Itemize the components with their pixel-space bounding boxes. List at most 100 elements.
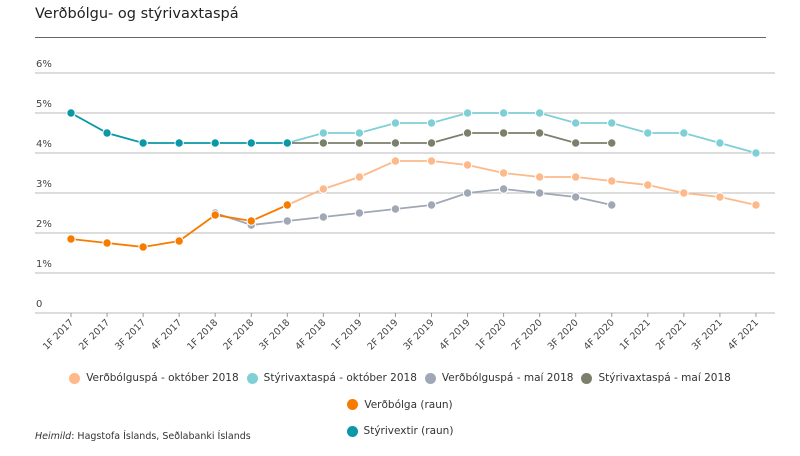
legend-item[interactable]: Stýrivaxtaspá - maí 2018	[581, 366, 731, 390]
line-chart: 01%2%3%4%5%6%1F 2017 2F 2017 3F 2017 4F 201…	[35, 59, 775, 352]
data-point	[390, 118, 401, 128]
data-point	[498, 128, 509, 138]
data-point	[498, 184, 509, 194]
data-point	[102, 128, 112, 138]
series-line-0	[286, 160, 757, 206]
y-tick-label: 6%	[36, 59, 52, 70]
series-line-2	[214, 188, 612, 226]
series-line-3	[287, 132, 612, 144]
legend-label: Stýrivextir (raun)	[363, 425, 454, 437]
data-point	[498, 108, 509, 118]
data-point	[318, 128, 329, 138]
data-point	[607, 118, 617, 128]
x-tick-label: 4F 2017	[149, 317, 184, 352]
source-text: : Hagstofa Íslands, Seðlabanki Íslands	[71, 431, 251, 442]
data-point	[102, 238, 112, 248]
y-tick-label: 3%	[36, 179, 52, 190]
y-tick-label: 2%	[36, 219, 52, 230]
data-point	[643, 128, 653, 138]
x-tick-label: 4F 2019	[438, 317, 473, 352]
data-point	[210, 138, 220, 148]
data-point	[174, 138, 184, 148]
data-point	[318, 212, 329, 222]
x-tick-label: 2F 2017	[77, 317, 112, 352]
x-tick-label: 2F 2020	[510, 317, 545, 352]
legend-label: Stýrivaxtaspá - maí 2018	[598, 372, 731, 384]
legend-item[interactable]: Stýrivextir (raun)	[346, 419, 454, 443]
data-point	[426, 118, 437, 128]
x-tick-label: 1F 2017	[41, 317, 76, 352]
y-tick-label: 4%	[36, 139, 52, 150]
data-point	[318, 138, 329, 148]
x-tick-label: 4F 2020	[582, 317, 617, 352]
data-point	[751, 148, 761, 158]
data-point	[534, 128, 545, 138]
data-point	[462, 128, 473, 138]
data-point	[390, 138, 401, 148]
legend-item[interactable]: Verðbólguspá - október 2018	[69, 366, 239, 390]
x-tick-label: 2F 2021	[654, 317, 689, 352]
series-line-1	[287, 112, 757, 154]
data-point	[679, 128, 689, 138]
data-point	[354, 208, 365, 218]
x-tick-label: 1F 2020	[474, 317, 509, 352]
legend: Verðbólguspá - október 2018 Stýrivaxtaspá…	[30, 366, 770, 446]
y-tick-label: 5%	[36, 99, 52, 110]
data-point	[426, 156, 437, 166]
data-point	[246, 138, 256, 148]
data-point	[571, 118, 581, 128]
data-point	[354, 128, 365, 138]
x-tick-label: 3F 2021	[690, 317, 725, 352]
legend-marker	[346, 425, 358, 437]
data-point	[643, 180, 653, 190]
data-point	[354, 138, 365, 148]
legend-marker	[69, 372, 81, 384]
source-note: Heimild: Hagstofa Íslands, Seðlabanki Ís…	[35, 431, 251, 442]
x-tick-label: 1F 2021	[618, 317, 653, 352]
data-point	[462, 188, 473, 198]
x-tick-label: 3F 2020	[546, 317, 581, 352]
x-tick-label: 2F 2018	[221, 317, 256, 352]
data-point	[607, 176, 617, 186]
data-point	[607, 138, 617, 148]
legend-marker	[246, 372, 258, 384]
data-point	[462, 108, 473, 118]
data-point	[210, 210, 220, 220]
data-point	[571, 192, 581, 202]
data-point	[498, 168, 509, 178]
data-point	[318, 184, 329, 194]
x-tick-label: 2F 2019	[365, 317, 400, 352]
legend-item[interactable]: Stýrivaxtaspá - október 2018	[246, 366, 417, 390]
y-tick-label: 1%	[36, 259, 52, 270]
data-point	[462, 160, 473, 170]
legend-label: Verðbólga (raun)	[364, 398, 453, 411]
x-tick-label: 4F 2021	[726, 317, 761, 352]
data-point	[138, 242, 148, 252]
data-point	[607, 200, 617, 210]
title-divider	[35, 37, 766, 38]
data-point	[426, 138, 437, 148]
data-point	[66, 108, 76, 118]
source-label: Heimild	[35, 431, 72, 442]
data-point	[571, 172, 581, 182]
data-point	[282, 216, 292, 226]
data-point	[534, 172, 545, 182]
x-tick-label: 3F 2017	[113, 317, 148, 352]
data-point	[282, 138, 292, 148]
legend-item[interactable]: Verðbólga (raun)	[347, 393, 453, 417]
data-point	[66, 234, 76, 244]
x-tick-label: 3F 2018	[257, 317, 292, 352]
legend-item[interactable]: Verðbólguspá - maí 2018	[424, 366, 573, 390]
data-point	[246, 216, 256, 226]
legend-marker	[424, 372, 436, 384]
data-point	[174, 236, 184, 246]
data-point	[426, 200, 437, 210]
y-tick-label: 0	[36, 299, 42, 310]
chart-title: Verðbólgu- og stýrivaxtaspá	[35, 6, 239, 22]
data-point	[715, 192, 725, 202]
data-point	[390, 204, 401, 214]
legend-marker	[347, 399, 359, 410]
data-point	[534, 108, 545, 118]
data-point	[390, 156, 401, 166]
data-point	[354, 172, 365, 182]
